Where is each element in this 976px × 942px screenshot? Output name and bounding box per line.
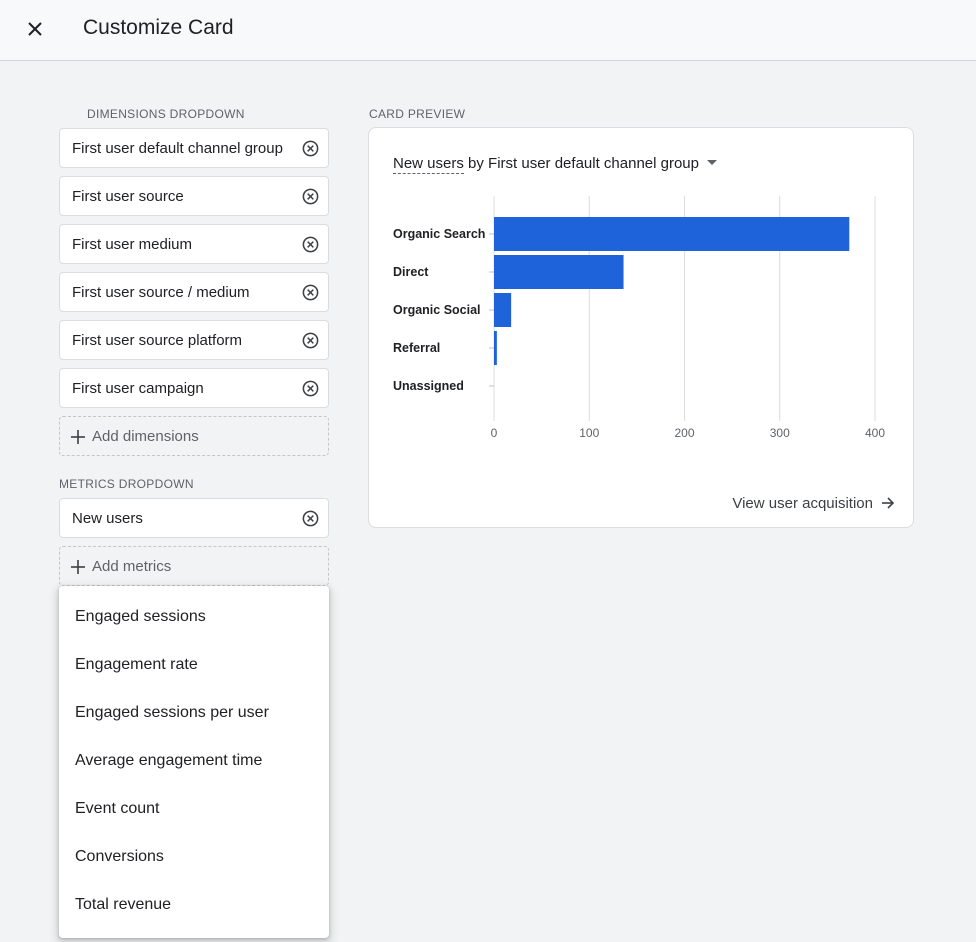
plus-icon [71, 430, 85, 444]
page-title: Customize Card [83, 16, 234, 39]
plus-icon [71, 560, 85, 574]
card-title-metric[interactable]: New users [393, 155, 464, 174]
top-bar: Customize Card [0, 0, 976, 61]
menu-item[interactable]: Total revenue [75, 896, 172, 913]
remove-circle-icon[interactable] [301, 331, 320, 350]
bar [494, 331, 497, 365]
add-dimensions-button[interactable]: Add dimensions [59, 416, 329, 456]
metric-chip-label: New users [72, 510, 143, 527]
bar [494, 293, 512, 327]
category-label: Organic Search [393, 227, 485, 241]
dimension-chip-label: First user default channel group [72, 140, 283, 157]
metric-chip[interactable]: New users [59, 498, 329, 538]
dimension-chip-label: First user campaign [72, 380, 204, 397]
dimension-chip[interactable]: First user source platform [59, 320, 329, 360]
remove-circle-icon[interactable] [301, 379, 320, 398]
category-label: Unassigned [393, 379, 464, 393]
card-title[interactable]: New users by First user default channel … [393, 155, 718, 174]
remove-circle-icon[interactable] [301, 509, 320, 528]
bar-chart: 0 100 200 300 400 Organic Search Direct Organic… [393, 196, 885, 440]
remove-circle-icon[interactable] [301, 187, 320, 206]
view-link-label: View user acquisition [732, 495, 873, 512]
category-label: Direct [393, 265, 429, 279]
metrics-label: METRICS DROPDOWN [59, 477, 194, 491]
card-preview: New users by First user default channel … [368, 127, 914, 528]
add-dimensions-label: Add dimensions [92, 428, 199, 445]
card-preview-label: CARD PREVIEW [369, 107, 466, 121]
bar [494, 217, 850, 251]
dimension-chip[interactable]: First user campaign [59, 368, 329, 408]
remove-circle-icon[interactable] [301, 139, 320, 158]
dimension-chip-label: First user source [72, 188, 184, 205]
close-icon[interactable] [22, 16, 48, 42]
dimension-chip[interactable]: First user source / medium [59, 272, 329, 312]
dimension-chip[interactable]: First user medium [59, 224, 329, 264]
add-metrics-button[interactable]: Add metrics [59, 546, 329, 586]
x-tick-label: 300 [770, 426, 790, 440]
add-metrics-label: Add metrics [92, 558, 172, 575]
x-tick-label: 400 [865, 426, 885, 440]
metrics-dropdown-menu: Engaged sessions Engagement rate Engaged s… [59, 586, 329, 938]
category-label: Referral [393, 341, 440, 355]
category-label: Organic Social [393, 303, 481, 317]
dimension-chip-label: First user medium [72, 236, 193, 253]
bar [494, 255, 624, 289]
dimension-chip-label: First user source / medium [72, 284, 250, 301]
dimension-chip-label: First user source platform [72, 332, 243, 349]
menu-item[interactable]: Engaged sessions per user [75, 704, 269, 721]
dimension-chip[interactable]: First user source [59, 176, 329, 216]
menu-item[interactable]: Engagement rate [75, 656, 198, 673]
x-tick-label: 0 [491, 426, 498, 440]
menu-item[interactable]: Average engagement time [75, 752, 263, 769]
x-tick-label: 200 [674, 426, 694, 440]
menu-item[interactable]: Engaged sessions [75, 608, 206, 625]
menu-item[interactable]: Conversions [75, 848, 164, 865]
remove-circle-icon[interactable] [301, 235, 320, 254]
dimension-chip[interactable]: First user default channel group [59, 128, 329, 168]
dimensions-label: DIMENSIONS DROPDOWN [87, 107, 245, 121]
remove-circle-icon[interactable] [301, 283, 320, 302]
arrow-right-icon [882, 497, 895, 509]
dropdown-arrow-icon[interactable] [707, 159, 718, 165]
card-title-dimension: by First user default channel group [468, 155, 699, 172]
view-user-acquisition-link[interactable]: View user acquisition [732, 495, 895, 512]
x-tick-label: 100 [579, 426, 599, 440]
menu-item[interactable]: Event count [75, 800, 160, 817]
